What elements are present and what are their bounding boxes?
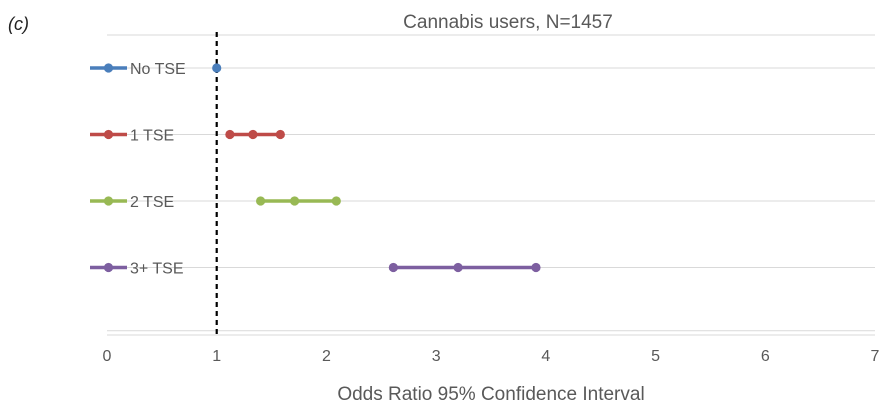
x-tick-label: 5 bbox=[651, 348, 660, 365]
legend-label: 1 TSE bbox=[130, 128, 174, 145]
chart-title: Cannabis users, N=1457 bbox=[403, 12, 613, 33]
x-axis-title: Odds Ratio 95% Confidence Interval bbox=[337, 384, 644, 405]
x-tick-label: 0 bbox=[103, 348, 112, 365]
legend-marker bbox=[103, 129, 114, 140]
legend: No TSE 1 TSE 2 TSE 3+ TSE bbox=[90, 61, 186, 278]
legend-label: 2 TSE bbox=[130, 194, 174, 211]
data-point bbox=[453, 262, 463, 273]
legend-label: No TSE bbox=[130, 61, 186, 78]
data-point bbox=[388, 262, 398, 273]
data-point bbox=[225, 129, 235, 140]
data-point bbox=[256, 196, 266, 206]
data-point bbox=[290, 196, 300, 206]
data-point bbox=[531, 262, 541, 273]
x-tick-label: 1 bbox=[212, 348, 221, 365]
data-point bbox=[331, 196, 341, 206]
x-axis: 0 1 2 3 4 5 6 7 bbox=[103, 348, 880, 365]
legend-label: 3+ TSE bbox=[130, 261, 184, 278]
series-group bbox=[212, 63, 541, 273]
x-tick-label: 7 bbox=[871, 348, 880, 365]
legend-marker bbox=[103, 262, 114, 273]
data-point bbox=[212, 63, 222, 73]
grid-lines bbox=[107, 34, 875, 336]
panel-label: (c) bbox=[8, 14, 29, 34]
x-tick-label: 3 bbox=[432, 348, 441, 365]
legend-marker bbox=[103, 63, 114, 73]
data-point bbox=[275, 129, 285, 140]
x-tick-label: 4 bbox=[541, 348, 550, 365]
x-tick-label: 6 bbox=[761, 348, 770, 365]
data-point bbox=[248, 129, 258, 140]
x-tick-label: 2 bbox=[322, 348, 331, 365]
legend-marker bbox=[103, 196, 114, 206]
